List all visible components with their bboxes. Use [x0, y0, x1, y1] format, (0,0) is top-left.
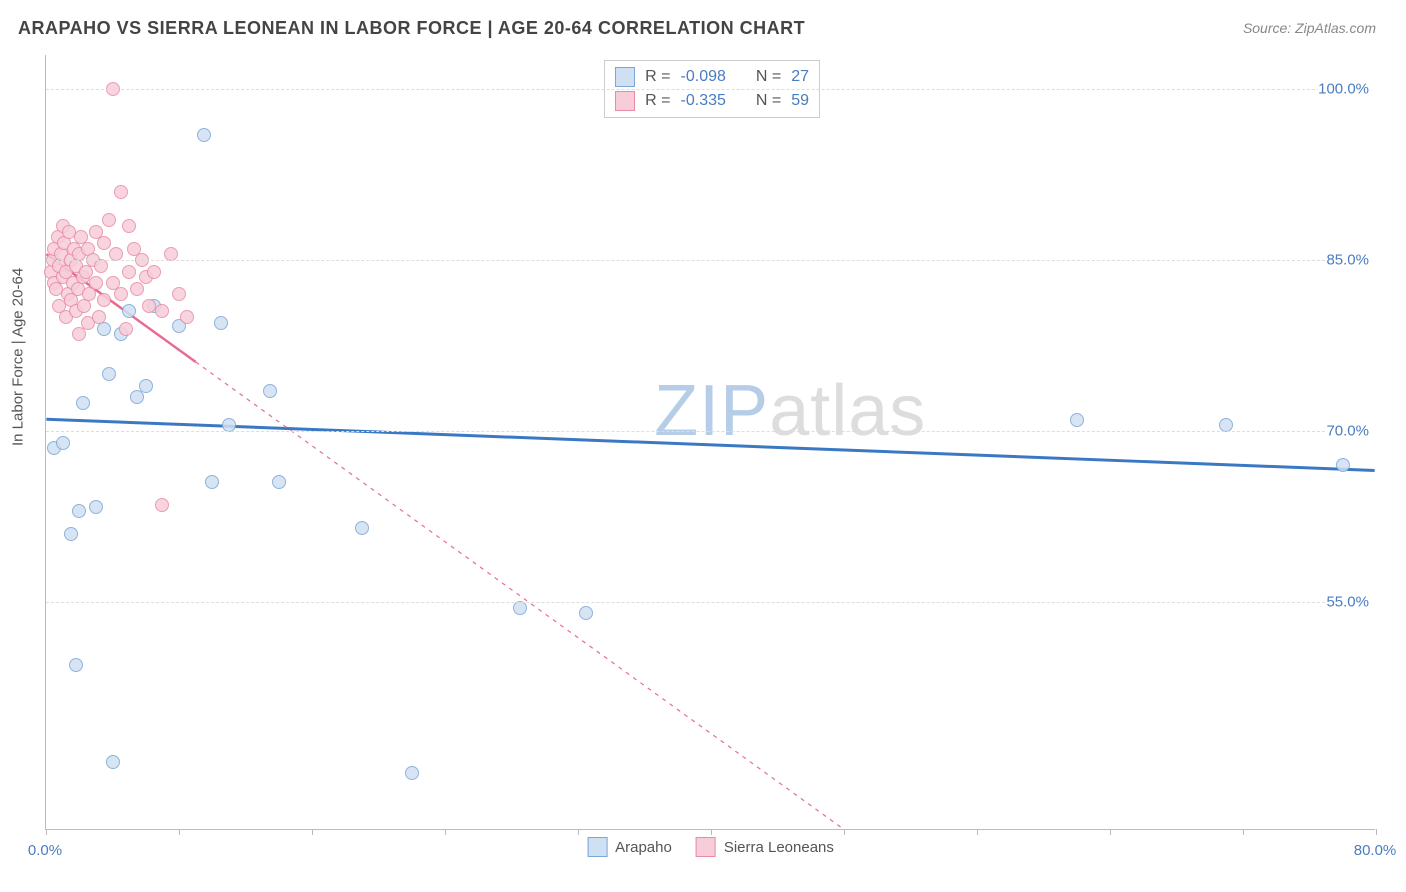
series-legend-label: Arapaho — [615, 839, 672, 856]
gridline — [46, 602, 1375, 603]
x-tick-label: 80.0% — [1354, 842, 1397, 859]
data-point — [122, 219, 136, 233]
chart-title: ARAPAHO VS SIERRA LEONEAN IN LABOR FORCE… — [18, 18, 805, 39]
legend-swatch — [587, 837, 607, 857]
series-legend: Arapaho Sierra Leoneans — [587, 837, 834, 857]
r-value: -0.335 — [681, 92, 726, 110]
series-legend-label: Sierra Leoneans — [724, 839, 834, 856]
data-point — [89, 276, 103, 290]
n-label: N = — [756, 68, 781, 86]
data-point — [197, 128, 211, 142]
x-tick — [46, 829, 47, 835]
data-point — [142, 299, 156, 313]
data-point — [172, 287, 186, 301]
data-point — [122, 265, 136, 279]
x-tick — [1243, 829, 1244, 835]
data-point — [122, 304, 136, 318]
gridline — [46, 89, 1375, 90]
data-point — [114, 185, 128, 199]
data-point — [119, 322, 133, 336]
r-label: R = — [645, 68, 670, 86]
y-tick-label: 100.0% — [1318, 81, 1377, 98]
legend-swatch — [615, 91, 635, 111]
data-point — [97, 236, 111, 250]
r-label: R = — [645, 92, 670, 110]
data-point — [180, 310, 194, 324]
watermark-zip: ZIP — [654, 371, 769, 451]
y-tick-label: 70.0% — [1326, 423, 1377, 440]
data-point — [205, 475, 219, 489]
stats-legend-row: R = -0.335 N = 59 — [615, 89, 809, 113]
r-value: -0.098 — [681, 68, 726, 86]
trend-line — [46, 419, 1374, 470]
y-tick-label: 85.0% — [1326, 252, 1377, 269]
gridline — [46, 260, 1375, 261]
n-value: 27 — [791, 68, 809, 86]
x-tick-label: 0.0% — [28, 842, 62, 859]
x-tick — [977, 829, 978, 835]
n-label: N = — [756, 92, 781, 110]
legend-swatch — [696, 837, 716, 857]
chart-svg — [46, 55, 1375, 829]
data-point — [89, 500, 103, 514]
data-point — [92, 310, 106, 324]
data-point — [155, 304, 169, 318]
series-legend-item: Sierra Leoneans — [696, 837, 834, 857]
gridline — [46, 431, 1375, 432]
series-legend-item: Arapaho — [587, 837, 672, 857]
data-point — [69, 658, 83, 672]
data-point — [106, 755, 120, 769]
stats-legend-row: R = -0.098 N = 27 — [615, 65, 809, 89]
x-tick — [179, 829, 180, 835]
data-point — [72, 504, 86, 518]
data-point — [155, 498, 169, 512]
watermark: ZIPatlas — [654, 370, 926, 452]
x-tick — [1376, 829, 1377, 835]
n-value: 59 — [791, 92, 809, 110]
data-point — [102, 213, 116, 227]
data-point — [405, 766, 419, 780]
data-point — [1070, 413, 1084, 427]
data-point — [355, 521, 369, 535]
data-point — [76, 396, 90, 410]
x-tick — [312, 829, 313, 835]
x-tick — [578, 829, 579, 835]
x-tick — [711, 829, 712, 835]
data-point — [97, 293, 111, 307]
plot-area: ZIPatlas R = -0.098 N = 27 R = -0.335 N = 59 55… — [45, 55, 1375, 830]
watermark-atlas: atlas — [769, 371, 926, 451]
data-point — [579, 606, 593, 620]
x-tick — [844, 829, 845, 835]
source-attribution: Source: ZipAtlas.com — [1243, 20, 1376, 36]
data-point — [139, 379, 153, 393]
data-point — [214, 316, 228, 330]
data-point — [272, 475, 286, 489]
data-point — [263, 384, 277, 398]
legend-swatch — [615, 67, 635, 87]
x-tick — [1110, 829, 1111, 835]
data-point — [1336, 458, 1350, 472]
y-tick-label: 55.0% — [1326, 594, 1377, 611]
data-point — [147, 265, 161, 279]
data-point — [64, 527, 78, 541]
x-tick — [445, 829, 446, 835]
y-axis-label: In Labor Force | Age 20-64 — [10, 268, 27, 446]
data-point — [56, 436, 70, 450]
data-point — [102, 367, 116, 381]
data-point — [114, 287, 128, 301]
